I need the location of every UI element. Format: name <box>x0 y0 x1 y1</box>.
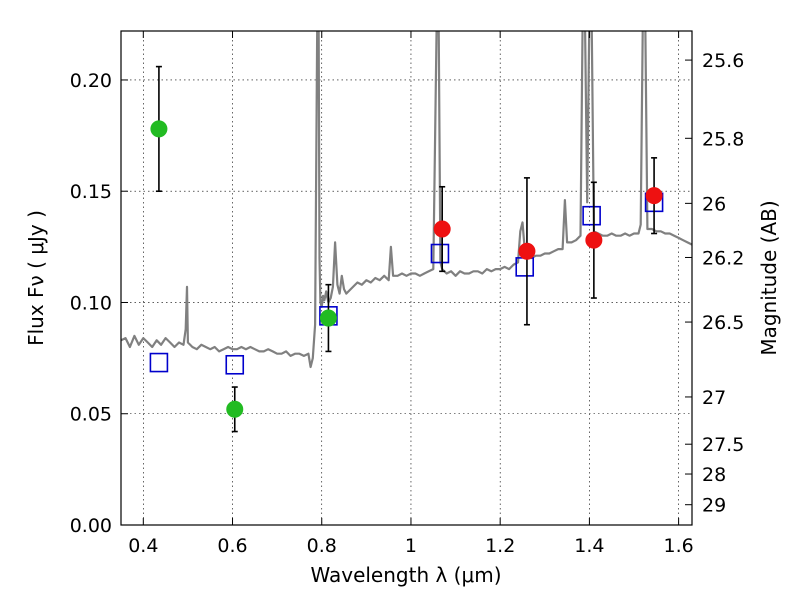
mag-tick-label: 26 <box>702 193 726 215</box>
observed-flux-point <box>226 400 244 418</box>
mag-tick-label: 25.6 <box>702 50 744 72</box>
y-tick-label: 0.15 <box>70 181 112 203</box>
observed-flux-point <box>433 220 451 238</box>
y-tick-label: 0.05 <box>70 404 112 426</box>
mag-tick-label: 27.5 <box>702 434 744 456</box>
x-tick-label: 0.8 <box>307 535 337 557</box>
x-tick-label: 1 <box>405 535 417 557</box>
y-tick-label: 0.20 <box>70 70 112 92</box>
model-photometry-square <box>149 352 169 373</box>
mag-tick-label: 26.5 <box>702 312 744 334</box>
y-tick-label: 0.00 <box>70 515 112 537</box>
observed-flux-point <box>319 309 337 327</box>
model-photometry-square <box>225 354 245 375</box>
observed-flux-point <box>150 120 168 138</box>
ticks: 0.4 0.6 0.8 1 1.2 1.4 1.6 0.00 0.05 0.10 0.15 0.20 2… <box>70 31 744 557</box>
x-tick-label: 1.2 <box>485 535 515 557</box>
y-axis-title: Flux Fν ( μJy ) <box>24 210 48 346</box>
mag-tick-label: 29 <box>702 495 726 517</box>
x-tick-label: 0.6 <box>217 535 247 557</box>
observed-flux-point <box>645 187 663 205</box>
y-tick-label: 0.10 <box>70 292 112 314</box>
x-axis-title: Wavelength λ (μm) <box>310 563 501 587</box>
observed-flux-point <box>585 231 603 249</box>
y2-axis-title: Magnitude (AB) <box>757 200 781 355</box>
model-spectrum-line <box>121 31 692 369</box>
mag-tick-label: 25.8 <box>702 128 744 150</box>
x-tick-label: 1.6 <box>664 535 694 557</box>
x-tick-label: 1.4 <box>574 535 604 557</box>
marker-layer <box>149 65 664 433</box>
mag-tick-label: 27 <box>702 387 726 409</box>
x-tick-label: 0.4 <box>128 535 158 557</box>
mag-tick-label: 26.2 <box>702 247 744 269</box>
plot-frame <box>120 30 693 526</box>
spectrum-layer <box>121 31 692 369</box>
mag-tick-label: 28 <box>702 464 726 486</box>
model-photometry-square <box>582 205 601 226</box>
model-photometry-square <box>430 243 450 264</box>
observed-flux-point <box>518 242 536 260</box>
plot-area <box>121 31 692 525</box>
